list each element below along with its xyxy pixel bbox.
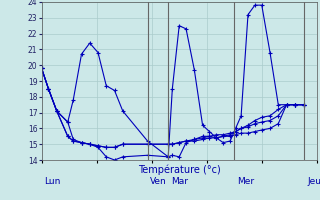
Text: Ven: Ven (150, 177, 167, 186)
Text: Mar: Mar (171, 177, 188, 186)
Text: Jeu: Jeu (307, 177, 320, 186)
X-axis label: Température (°c): Température (°c) (138, 164, 220, 175)
Text: Mer: Mer (237, 177, 254, 186)
Text: Lun: Lun (44, 177, 61, 186)
